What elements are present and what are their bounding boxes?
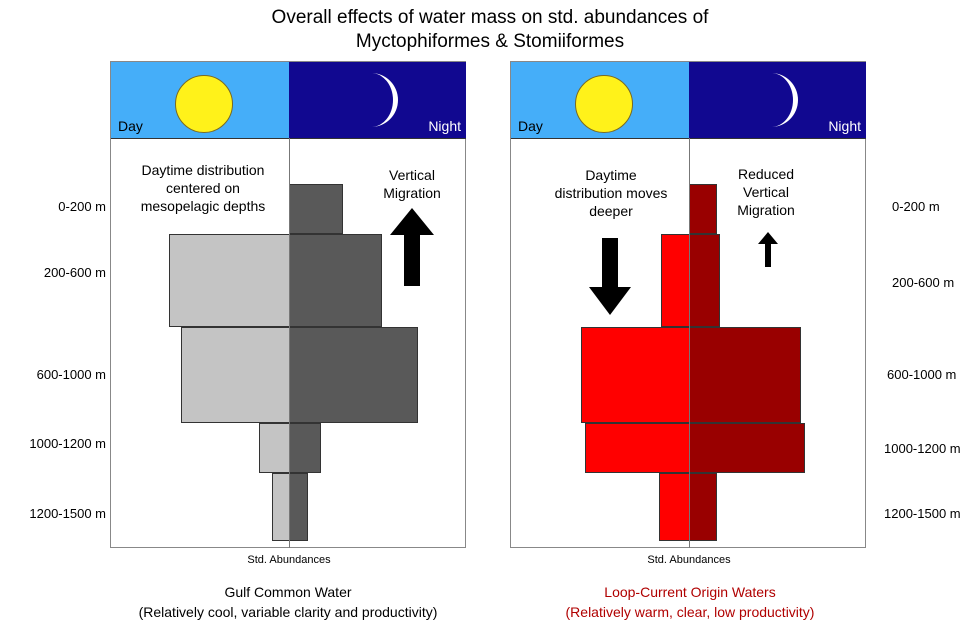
- day-bar-1000-1200: [259, 423, 290, 473]
- x-axis-label-left: Std. Abundances: [247, 554, 331, 566]
- panel-loop-current-origin-waters: Day Night Daytime distribution moves dee…: [510, 61, 866, 548]
- day-bar-600-1000: [181, 327, 290, 423]
- day-header: Day: [111, 62, 289, 139]
- title-line-2: Myctophiformes & Stomiiformes: [355, 31, 625, 52]
- sun-icon: [575, 75, 633, 133]
- sun-icon: [175, 75, 233, 133]
- day-label: Day: [518, 118, 543, 134]
- night-bar-200-600: [689, 234, 720, 327]
- day-bar-1200-1500: [659, 473, 690, 541]
- caption-gulf-common-water: Gulf Common Water (Relatively cool, vari…: [138, 584, 438, 620]
- moon-icon: [771, 73, 798, 127]
- night-bar-1200-1500: [689, 473, 717, 541]
- depth-label-left-2: 600-1000 m: [36, 367, 106, 382]
- title-line-1: Overall effects of water mass on std. ab…: [271, 7, 709, 28]
- night-bar-600-1000: [689, 327, 801, 423]
- night-bar-0-200: [289, 184, 343, 234]
- depth-label-left-0: 0-200 m: [58, 199, 106, 214]
- night-label: Night: [428, 118, 461, 134]
- night-bar-200-600: [289, 234, 382, 327]
- night-bar-0-200: [689, 184, 717, 234]
- depth-label-right-1: 200-600 m: [892, 275, 955, 290]
- night-bar-1000-1200: [689, 423, 805, 473]
- moon-icon: [371, 73, 398, 127]
- panel-gulf-common-water: Day Night Daytime distribution centered …: [110, 61, 466, 548]
- note-daytime-distribution: Daytime distribution centered on mesopel…: [140, 162, 266, 214]
- night-bar-1200-1500: [289, 473, 308, 541]
- small-up-arrow-icon: [758, 232, 778, 267]
- day-header: Day: [511, 62, 689, 139]
- note-daytime-deeper: Daytime distribution moves deeper: [554, 167, 668, 219]
- center-axis-line: [289, 138, 290, 548]
- note-reduced-vertical-migration: Reduced Vertical Migration: [737, 166, 795, 218]
- depth-label-right-3: 1000-1200 m: [884, 441, 961, 456]
- depth-label-left-4: 1200-1500 m: [29, 506, 106, 521]
- day-bar-600-1000: [581, 327, 690, 423]
- note-vertical-migration: Vertical Migration: [383, 167, 441, 201]
- day-bar-1200-1500: [272, 473, 290, 541]
- depth-label-right-2: 600-1000 m: [887, 367, 957, 382]
- depth-label-right-0: 0-200 m: [892, 199, 940, 214]
- day-label: Day: [118, 118, 143, 134]
- center-axis-line: [689, 138, 690, 548]
- night-header: Night: [289, 62, 466, 139]
- caption-loop-current-origin: Loop-Current Origin Waters (Relatively w…: [565, 584, 815, 620]
- depth-label-left-3: 1000-1200 m: [29, 436, 106, 451]
- day-bar-1000-1200: [585, 423, 690, 473]
- night-bar-1000-1200: [289, 423, 321, 473]
- depth-label-left-1: 200-600 m: [43, 265, 106, 280]
- day-bar-200-600: [169, 234, 290, 327]
- night-header: Night: [689, 62, 866, 139]
- day-bar-200-600: [661, 234, 690, 327]
- up-arrow-icon: [390, 208, 434, 286]
- x-axis-label-right: Std. Abundances: [647, 554, 731, 566]
- night-label: Night: [828, 118, 861, 134]
- down-arrow-icon: [589, 238, 631, 315]
- figure-title: Overall effects of water mass on std. ab…: [0, 6, 980, 54]
- depth-label-right-4: 1200-1500 m: [884, 506, 961, 521]
- night-bar-600-1000: [289, 327, 418, 423]
